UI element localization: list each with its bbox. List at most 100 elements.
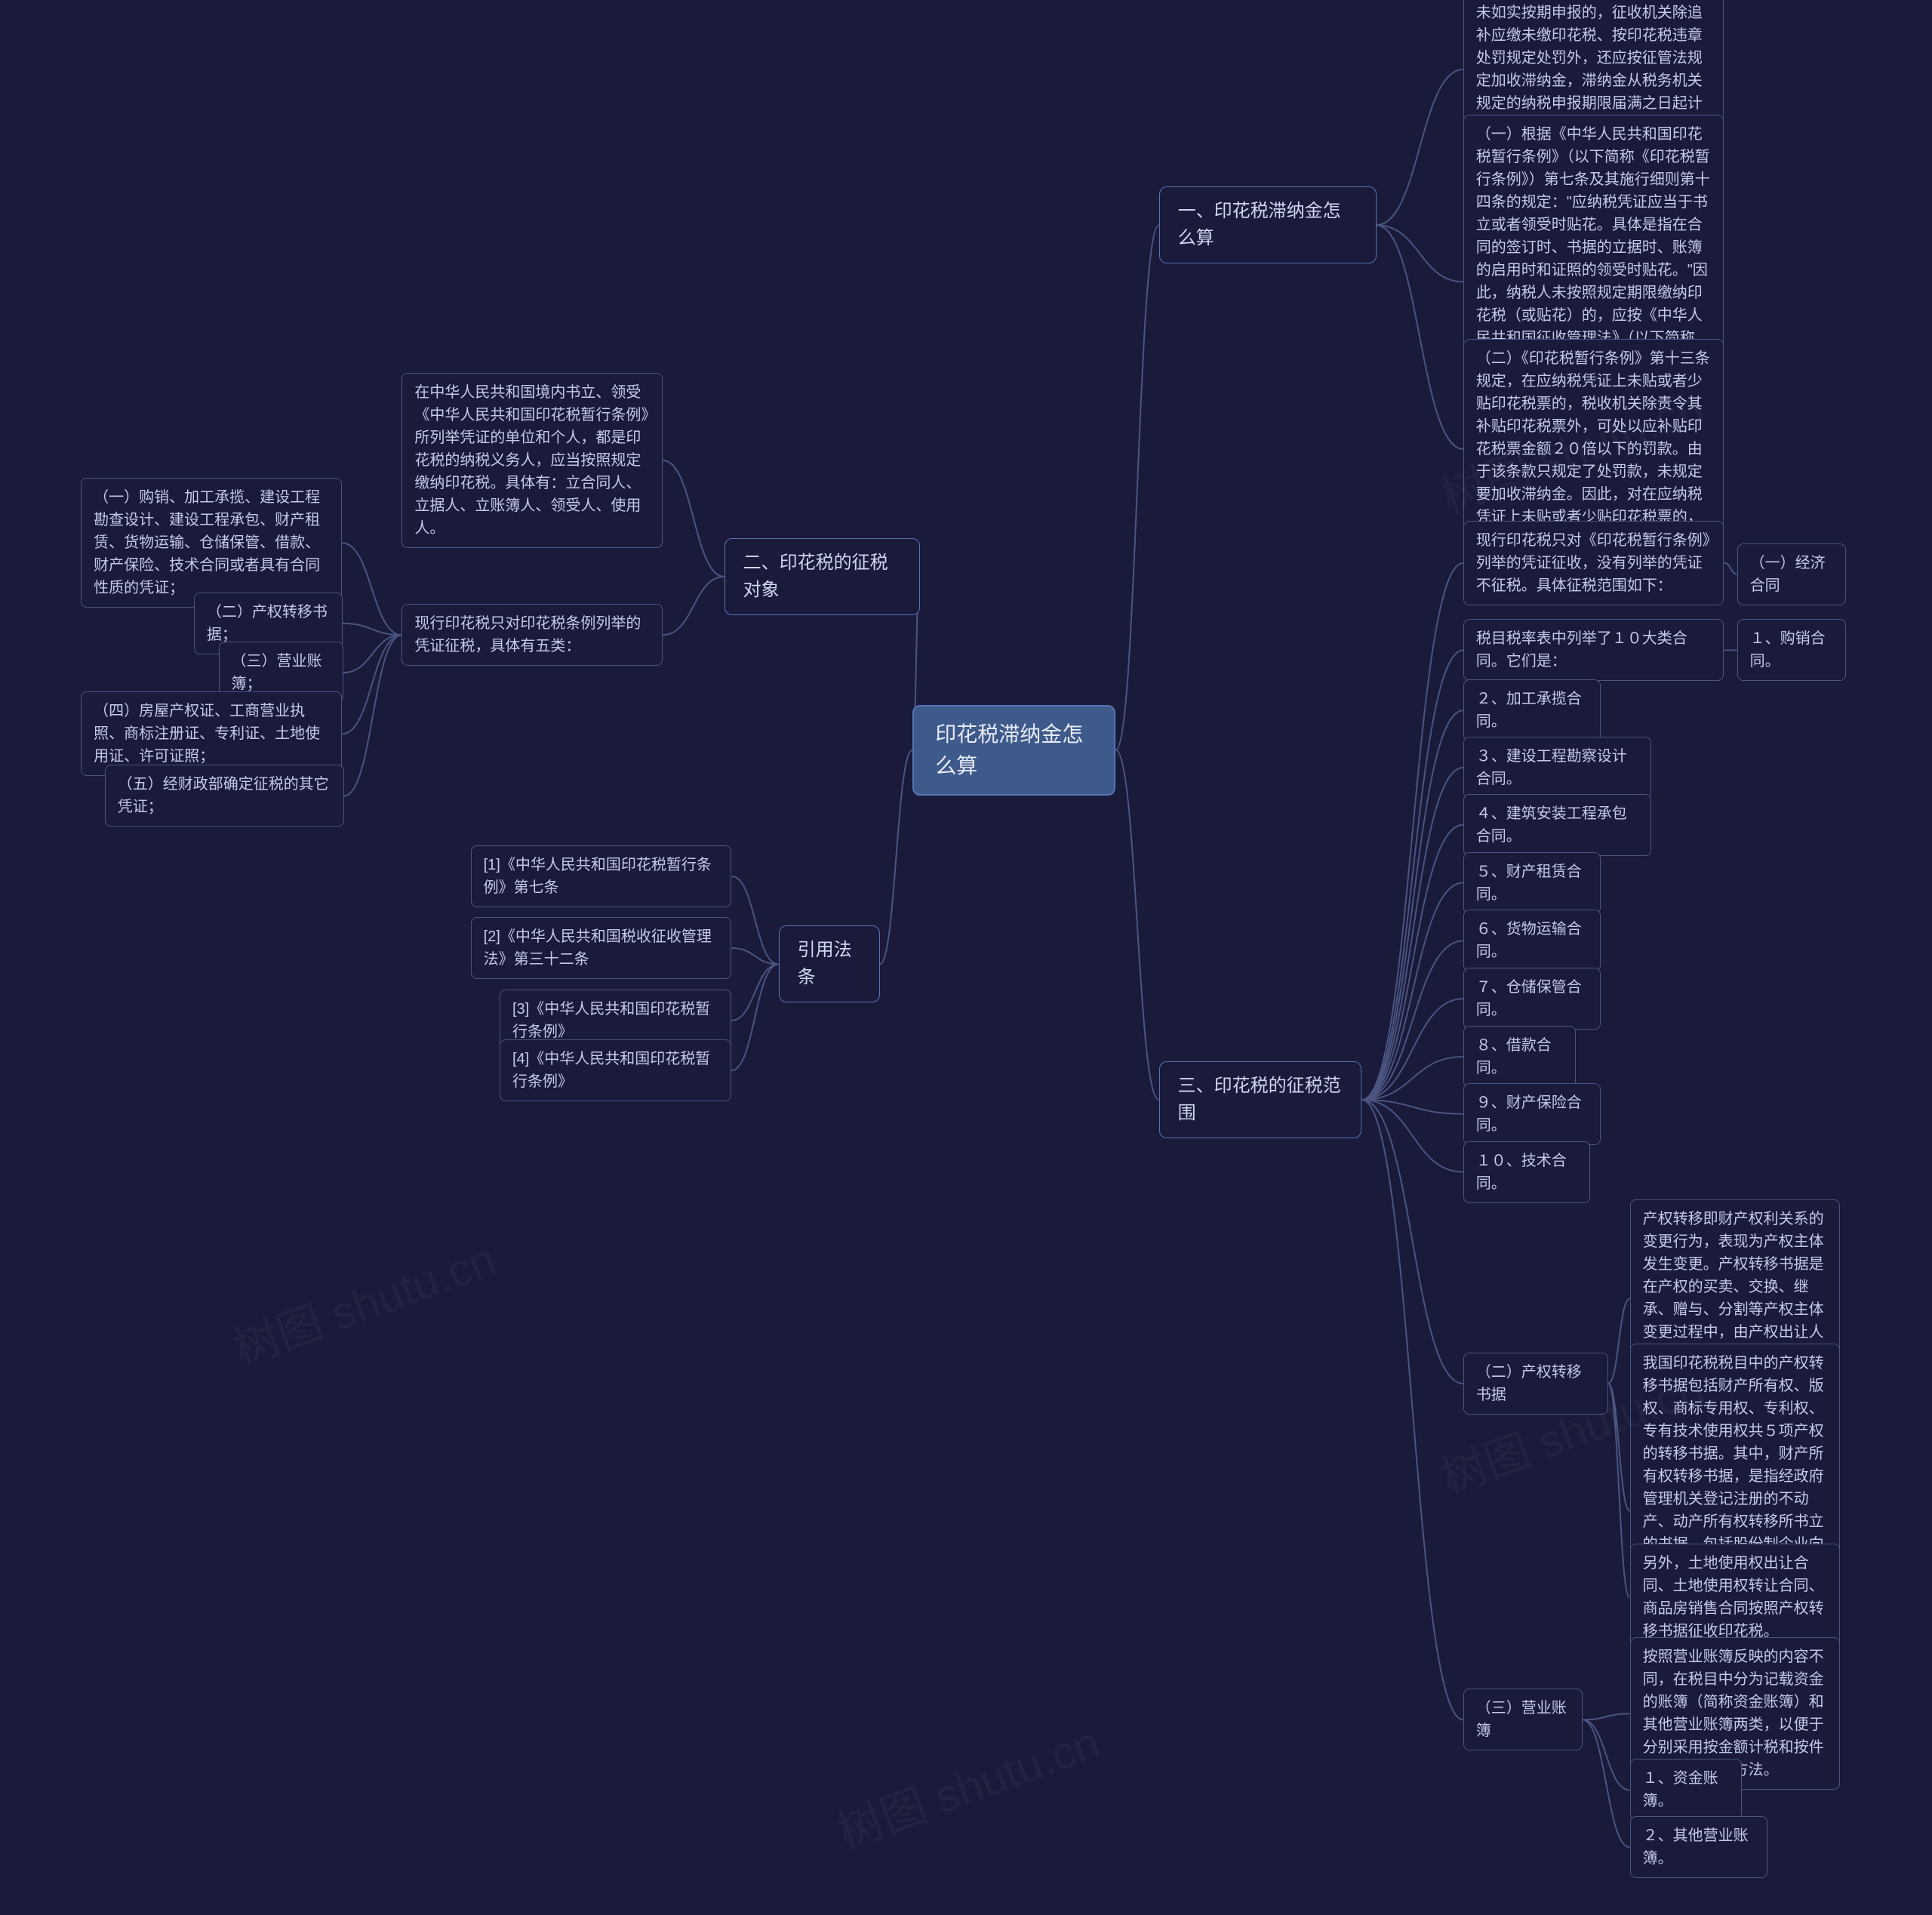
node-label: 另外，土地使用权出让合同、土地使用权转让合同、商品房销售合同按照产权转移书据征收… [1643, 1552, 1827, 1643]
node-label: （四）房屋产权证、工商营业执照、商标注册证、专利证、土地使用证、许可证照； [94, 700, 329, 768]
node-b3-2-1[interactable]: １、购销合同。 [1737, 619, 1846, 681]
edge [344, 635, 402, 796]
node-b2-2-4[interactable]: （四）房屋产权证、工商营业执照、商标注册证、专利证、土地使用证、许可证照； [81, 691, 342, 776]
edge [1377, 225, 1463, 449]
node-b2-2-1[interactable]: （一）购销、加工承揽、建设工程勘查设计、建设工程承包、财产租赁、货物运输、仓储保… [81, 478, 342, 608]
node-b3-12-3[interactable]: 另外，土地使用权出让合同、土地使用权转让合同、商品房销售合同按照产权转移书据征收… [1630, 1544, 1840, 1651]
node-b3-10[interactable]: ９、财产保险合同。 [1463, 1083, 1601, 1145]
edge [1724, 563, 1737, 574]
edge [1362, 710, 1463, 1100]
node-b3-9[interactable]: ８、借款合同。 [1463, 1026, 1576, 1088]
node-label: ２、其他营业账簿。 [1643, 1824, 1755, 1870]
node-label: （三）营业账簿； [232, 650, 331, 695]
node-b3-1[interactable]: 现行印花税只对《印花税暂行条例》列举的凭证征收，没有列举的凭证不征税。具体征税范… [1463, 521, 1724, 605]
edge [1583, 1719, 1630, 1790]
node-label: （一）经济合同 [1750, 552, 1833, 597]
edge [1115, 750, 1158, 1100]
edge [1362, 825, 1463, 1100]
edge [1377, 225, 1463, 282]
node-label: 在中华人民共和国境内书立、领受《中华人民共和国印花税暂行条例》所列举凭证的单位和… [414, 381, 650, 540]
node-label: ２、加工承揽合同。 [1476, 688, 1588, 733]
node-label: （三）营业账簿 [1476, 1697, 1570, 1742]
node-label: １、资金账簿。 [1643, 1767, 1730, 1812]
edge [731, 964, 779, 1020]
edge [1362, 999, 1463, 1100]
node-b4[interactable]: 引用法条 [779, 925, 880, 1002]
node-b3-5[interactable]: ４、建筑安装工程承包合同。 [1463, 794, 1652, 856]
node-b2-1[interactable]: 在中华人民共和国境内书立、领受《中华人民共和国印花税暂行条例》所列举凭证的单位和… [401, 373, 663, 548]
edge [342, 635, 401, 734]
edge [1362, 1100, 1463, 1114]
edge [732, 876, 779, 965]
edge [1362, 768, 1463, 1100]
edge [1608, 1298, 1630, 1384]
edge [1583, 1719, 1630, 1847]
node-label: [1]《中华人民共和国印花税暂行条例》第七条 [484, 854, 719, 899]
node-label: 现行印花税只对印花税条例列举的凭证征税，具体有五类： [414, 612, 650, 657]
node-label: （五）经财政部确定征税的其它凭证； [118, 773, 331, 818]
node-label: （二）产权转移书据； [207, 601, 330, 646]
node-b4-1[interactable]: [1]《中华人民共和国印花税暂行条例》第七条 [471, 845, 732, 907]
node-b4-4[interactable]: [4]《中华人民共和国印花税暂行条例》 [500, 1039, 731, 1101]
node-label: 一、印花税滞纳金怎么算 [1178, 198, 1358, 252]
node-b3-3[interactable]: ２、加工承揽合同。 [1463, 679, 1601, 741]
edge [1362, 1057, 1463, 1100]
edge [1583, 1713, 1630, 1719]
edge [731, 964, 779, 1070]
edge [732, 948, 779, 965]
edge [1362, 1100, 1463, 1719]
node-b3-12[interactable]: （二）产权转移书据 [1463, 1353, 1608, 1415]
node-b3-1-w[interactable]: （一）经济合同 [1737, 543, 1846, 605]
node-label: （一）购销、加工承揽、建设工程勘查设计、建设工程承包、财产租赁、货物运输、仓储保… [94, 486, 329, 599]
edge [1362, 883, 1463, 1100]
node-b2[interactable]: 二、印花税的征税对象 [724, 538, 920, 615]
node-label: [4]《中华人民共和国印花税暂行条例》 [512, 1048, 718, 1093]
node-label: 税目税率表中列举了１０大类合同。它们是： [1476, 627, 1712, 673]
edge [663, 577, 724, 635]
node-label: 现行印花税只对《印花税暂行条例》列举的凭证征收，没有列举的凭证不征税。具体征税范… [1476, 529, 1712, 597]
edge [1608, 1384, 1630, 1510]
node-b2-2-5[interactable]: （五）经财政部确定征税的其它凭证； [105, 765, 344, 827]
node-b1[interactable]: 一、印花税滞纳金怎么算 [1159, 186, 1377, 263]
edge [343, 635, 402, 673]
node-label: 二、印花税的征税对象 [743, 550, 901, 604]
node-label: 印花税滞纳金怎么算 [935, 719, 1093, 782]
node-label: [3]《中华人民共和国印花税暂行条例》 [512, 998, 718, 1043]
root-node[interactable]: 印花税滞纳金怎么算 [912, 705, 1115, 796]
node-label: １０、技术合同。 [1476, 1150, 1577, 1195]
edge [1377, 69, 1463, 225]
node-b3-13-3[interactable]: ２、其他营业账簿。 [1630, 1816, 1767, 1878]
watermark: 树图 shutu.cn [827, 1706, 1107, 1861]
node-b3[interactable]: 三、印花税的征税范围 [1159, 1061, 1362, 1138]
edge [1362, 650, 1463, 1100]
node-label: 引用法条 [798, 937, 861, 991]
node-b2-2[interactable]: 现行印花税只对印花税条例列举的凭证征税，具体有五类： [401, 604, 663, 666]
node-b3-6[interactable]: ５、财产租赁合同。 [1463, 852, 1601, 914]
edge [1362, 941, 1463, 1100]
watermark: 树图 shutu.cn [223, 1223, 503, 1378]
node-label: 三、印花税的征税范围 [1178, 1073, 1343, 1127]
node-b3-13-2[interactable]: １、资金账簿。 [1630, 1759, 1743, 1821]
edge [1115, 225, 1158, 750]
node-label: １、购销合同。 [1750, 627, 1833, 673]
edge [880, 750, 913, 965]
node-label: [2]《中华人民共和国税收征收管理法》第三十二条 [484, 925, 719, 971]
edge [1362, 1100, 1463, 1172]
edge [1608, 1384, 1630, 1597]
edge [1362, 563, 1463, 1100]
node-label: （二）产权转移书据 [1476, 1361, 1595, 1406]
node-label: ６、货物运输合同。 [1476, 918, 1588, 963]
node-b3-8[interactable]: ７、仓储保管合同。 [1463, 968, 1601, 1030]
edge [663, 460, 724, 577]
edge [343, 623, 402, 635]
node-b3-4[interactable]: ３、建设工程勘察设计合同。 [1463, 737, 1652, 799]
node-label: ３、建设工程勘察设计合同。 [1476, 745, 1639, 790]
node-b3-13[interactable]: （三）营业账簿 [1463, 1689, 1583, 1750]
edge [342, 543, 401, 635]
node-label: ７、仓储保管合同。 [1476, 976, 1588, 1021]
node-label: ５、财产租赁合同。 [1476, 861, 1588, 906]
node-b4-2[interactable]: [2]《中华人民共和国税收征收管理法》第三十二条 [471, 917, 732, 979]
node-b3-2[interactable]: 税目税率表中列举了１０大类合同。它们是： [1463, 619, 1724, 681]
node-b3-7[interactable]: ６、货物运输合同。 [1463, 910, 1601, 971]
node-b3-11[interactable]: １０、技术合同。 [1463, 1141, 1590, 1203]
